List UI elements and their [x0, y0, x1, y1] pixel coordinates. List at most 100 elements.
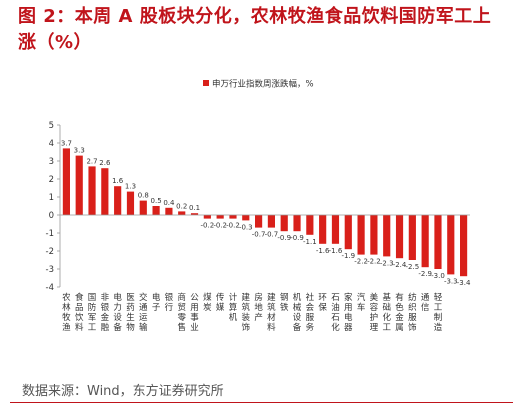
data-label: 3.7 — [61, 139, 72, 147]
data-label: -0.9 — [277, 234, 291, 242]
bar — [126, 191, 135, 215]
x-tick-label: 有色金属 — [395, 292, 404, 333]
source-note: 数据来源：Wind，东方证券研究所 — [22, 384, 224, 399]
x-tick-label: 电子 — [152, 292, 161, 313]
bar — [216, 215, 224, 219]
bar — [242, 215, 250, 221]
bar — [344, 215, 352, 250]
bar — [280, 215, 288, 232]
data-label: -0.7 — [252, 231, 266, 239]
data-label: -1.9 — [341, 252, 355, 260]
x-tick-label: 银行 — [165, 292, 174, 313]
legend-swatch — [203, 80, 209, 86]
x-tick-label: 家用电器 — [344, 292, 353, 333]
data-label: 1.6 — [112, 177, 124, 185]
x-tick-label: 汽车 — [357, 292, 366, 313]
x-tick-label: 社会服务 — [306, 292, 315, 333]
data-label: -0.3 — [239, 223, 253, 231]
x-tick-label: 机械设备 — [293, 292, 302, 333]
bar — [447, 215, 455, 275]
data-label: -3.4 — [457, 279, 471, 287]
bar — [255, 215, 263, 228]
bar — [165, 207, 173, 215]
data-label: -2.3 — [380, 259, 394, 267]
x-tick-label: 传媒 — [216, 292, 225, 313]
data-label: 1.3 — [125, 183, 136, 191]
bar — [421, 215, 429, 268]
x-tick-label: 医药生物 — [126, 293, 135, 333]
data-label: 0.2 — [176, 202, 187, 210]
y-tick-label: -2 — [46, 247, 54, 257]
x-tick-label: 环保 — [318, 293, 327, 313]
data-label: 0.4 — [163, 199, 175, 207]
bar — [139, 200, 147, 215]
bar — [101, 168, 109, 215]
data-label: 0.1 — [189, 204, 200, 212]
x-tick-label: 交通运输 — [139, 292, 148, 333]
bar — [229, 215, 237, 219]
bar — [434, 215, 442, 269]
bar — [88, 166, 96, 215]
x-tick-label: 建筑材料 — [267, 292, 276, 333]
y-tick-label: 2 — [49, 175, 54, 185]
bar — [331, 215, 340, 244]
bar — [178, 211, 186, 215]
data-label: 0.5 — [151, 197, 162, 205]
data-label: -1.6 — [329, 247, 343, 255]
chart-title: 图 2：本周 A 股板块分化，农林牧渔食品饮料国防军工上涨（%） — [18, 6, 492, 53]
data-label: 0.8 — [138, 192, 149, 200]
x-tick-label: 煤炭 — [203, 292, 212, 313]
bar — [190, 213, 199, 215]
bar — [75, 155, 83, 215]
data-label: -0.2 — [226, 222, 240, 230]
y-axis: -4 -3 -2 -1 0 1 2 3 4 5 — [46, 121, 61, 293]
x-tick-label: 商贸零售 — [177, 292, 186, 333]
x-tick-label: 非银金融 — [101, 292, 110, 333]
data-label: -1.1 — [303, 238, 317, 246]
legend-label: 申万行业指数周涨跌幅，% — [212, 79, 314, 90]
bar — [395, 215, 404, 259]
y-tick-label: 1 — [49, 193, 54, 203]
x-tick-label: 公用事业 — [190, 293, 199, 333]
y-tick-label: 0 — [49, 211, 54, 221]
data-label: -2.4 — [393, 261, 407, 269]
data-labels: 3.73.32.7 2.61.61.30.80.5 0.4 0.2 0.1-0.2 -0.… — [61, 139, 471, 287]
x-tick-label: 纺织服饰 — [408, 292, 417, 333]
y-tick-label: -1 — [46, 229, 54, 239]
bar — [408, 215, 416, 260]
x-tick-label: 房地产 — [254, 292, 263, 323]
y-tick-label: -4 — [46, 283, 54, 293]
x-tick-label: 建筑装饰 — [242, 292, 251, 333]
x-tick-label: 美容护理 — [370, 292, 379, 333]
x-tick-label: 钢铁 — [280, 292, 289, 313]
bar — [370, 215, 378, 255]
bar — [203, 215, 211, 219]
bar — [383, 215, 391, 257]
footer-divider — [10, 402, 513, 403]
bar — [306, 215, 314, 235]
x-tick-label: 计算机 — [229, 292, 238, 323]
data-label: -3.0 — [431, 272, 445, 280]
x-tick-label: 食品饮料 — [75, 292, 84, 333]
bar — [267, 215, 275, 228]
bar — [357, 215, 365, 255]
y-tick-label: -3 — [46, 265, 54, 275]
data-label: 2.7 — [86, 157, 97, 165]
data-label: -0.7 — [265, 231, 279, 239]
bar — [293, 215, 301, 232]
legend: 申万行业指数周涨跌幅，% — [203, 79, 314, 90]
bar — [460, 215, 468, 277]
y-tick-label: 5 — [49, 121, 54, 131]
y-tick-label: 4 — [49, 139, 54, 149]
data-label: 2.6 — [99, 159, 111, 167]
x-tick-label: 石油石化 — [331, 293, 340, 333]
bar — [319, 215, 327, 244]
bars — [62, 148, 468, 277]
data-label: -2.5 — [406, 263, 420, 271]
x-tick-label: 电力设备 — [113, 292, 122, 333]
bar — [114, 186, 122, 215]
data-label: -2.2 — [367, 258, 381, 266]
data-label: -0.9 — [290, 234, 304, 242]
